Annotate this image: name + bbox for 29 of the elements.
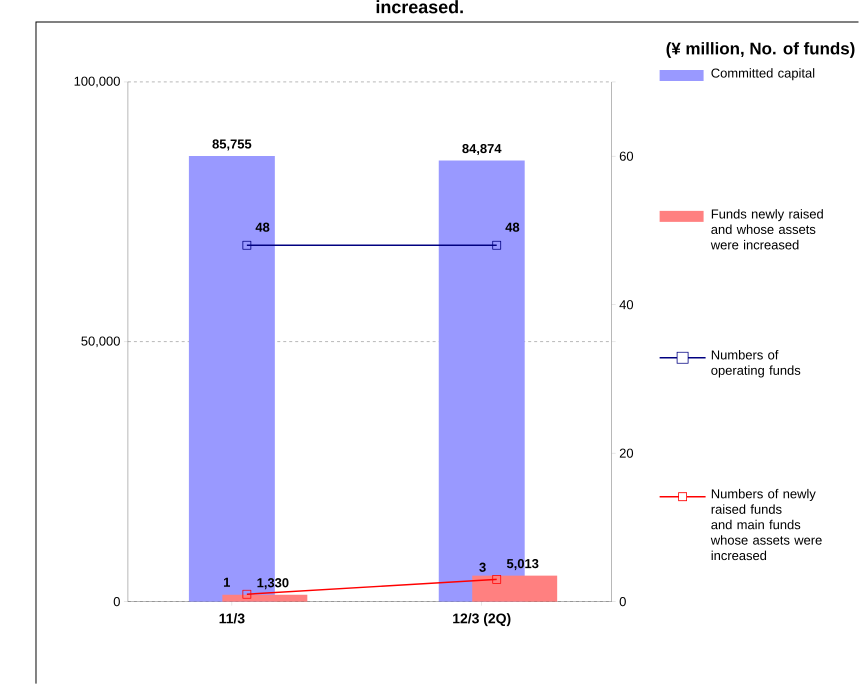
y2-tick-label: 60 [620, 152, 634, 161]
x-tick-label: 11/3 [220, 613, 245, 624]
y-tick-label: 0 [114, 597, 120, 606]
legend-label: Committed capital [711, 68, 814, 80]
x-tick-label: 12/3 (2Q) [453, 613, 510, 626]
data-label: 1 [224, 578, 230, 587]
bar [472, 576, 558, 602]
data-label: 48 [505, 222, 520, 232]
y2-tick-label: 40 [619, 300, 634, 310]
data-label: 1,330 [257, 578, 289, 590]
bar [222, 594, 308, 602]
y2-tick-label: 20 [620, 448, 634, 458]
data-label: 3 [479, 562, 486, 572]
y2-tick-label: 0 [620, 597, 626, 606]
point [492, 574, 502, 584]
y-tick-label: 100,000 [74, 76, 120, 88]
text: (¥ million, No. of funds) [666, 42, 854, 58]
legend-label: Numbers of newly raised funds and main funds whose assets were increased [710, 488, 822, 560]
y-tick-label: 50,000 [81, 336, 120, 348]
data-label: 48 [256, 222, 270, 232]
point [492, 240, 502, 250]
legend-label: Numbers of operating funds [711, 350, 800, 378]
data-label: 85,755 [212, 139, 252, 150]
data-label: 5,013 [506, 558, 538, 570]
data-label: 84,874 [462, 144, 502, 155]
chart-title: increased. [376, 0, 463, 14]
legend-label: Funds newly raised and whose assets were increased [710, 209, 823, 250]
point [242, 590, 252, 599]
point [242, 240, 252, 250]
